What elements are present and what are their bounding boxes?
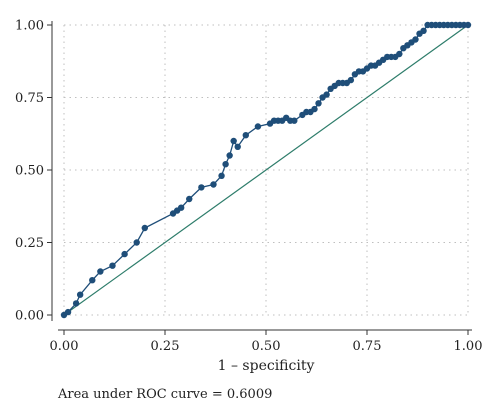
roc-point: [210, 181, 217, 188]
roc-point: [89, 277, 96, 284]
x-tick-label: 0.00: [50, 339, 79, 354]
roc-point: [234, 143, 241, 150]
roc-point: [72, 300, 80, 307]
roc-point: [323, 91, 330, 98]
roc-point: [464, 21, 472, 29]
roc-point: [76, 291, 84, 298]
roc-point: [64, 308, 72, 316]
auc-annotation: Area under ROC curve = 0.6009: [57, 387, 272, 402]
roc-point: [218, 172, 225, 179]
y-tick-label: 0.75: [15, 91, 44, 106]
y-tick-label: 0.25: [15, 236, 44, 251]
x-tick-label: 0.25: [151, 339, 180, 354]
roc-point: [420, 27, 427, 34]
x-tick-label: 1.00: [454, 339, 483, 354]
roc-point: [109, 262, 116, 269]
roc-point: [315, 100, 322, 107]
roc-point: [133, 239, 140, 246]
grid-layer: [63, 24, 469, 316]
ticks-layer: 0.00 0.25 0.50 0.75 1.00 0.00 0.25 0.50 0.75 1.00: [15, 19, 482, 355]
roc-point: [97, 268, 104, 275]
roc-point: [177, 204, 185, 211]
roc-point: [291, 117, 298, 124]
roc-point: [222, 161, 229, 168]
roc-point: [311, 105, 318, 113]
x-tick-label: 0.75: [353, 339, 382, 354]
roc-point: [396, 50, 403, 58]
y-tick-label: 0.50: [15, 164, 44, 179]
roc-point: [242, 132, 249, 139]
roc-curve-layer: [60, 21, 472, 319]
x-tick-label: 0.50: [252, 339, 281, 354]
roc-point: [254, 123, 262, 130]
reference-line-layer: [63, 24, 469, 316]
roc-point: [186, 195, 193, 203]
roc-point: [121, 250, 128, 258]
y-tick-label: 0.00: [15, 309, 44, 324]
roc-point: [412, 36, 419, 43]
roc-point: [347, 76, 355, 84]
roc-point: [198, 184, 205, 191]
roc-point: [226, 152, 233, 159]
axis-layer: [51, 21, 472, 331]
roc-point: [230, 137, 237, 145]
x-axis-title: 1 – specificity: [218, 358, 315, 374]
reference-diagonal-line: [63, 24, 469, 316]
roc-point: [141, 224, 148, 232]
y-tick-label: 1.00: [15, 19, 44, 34]
